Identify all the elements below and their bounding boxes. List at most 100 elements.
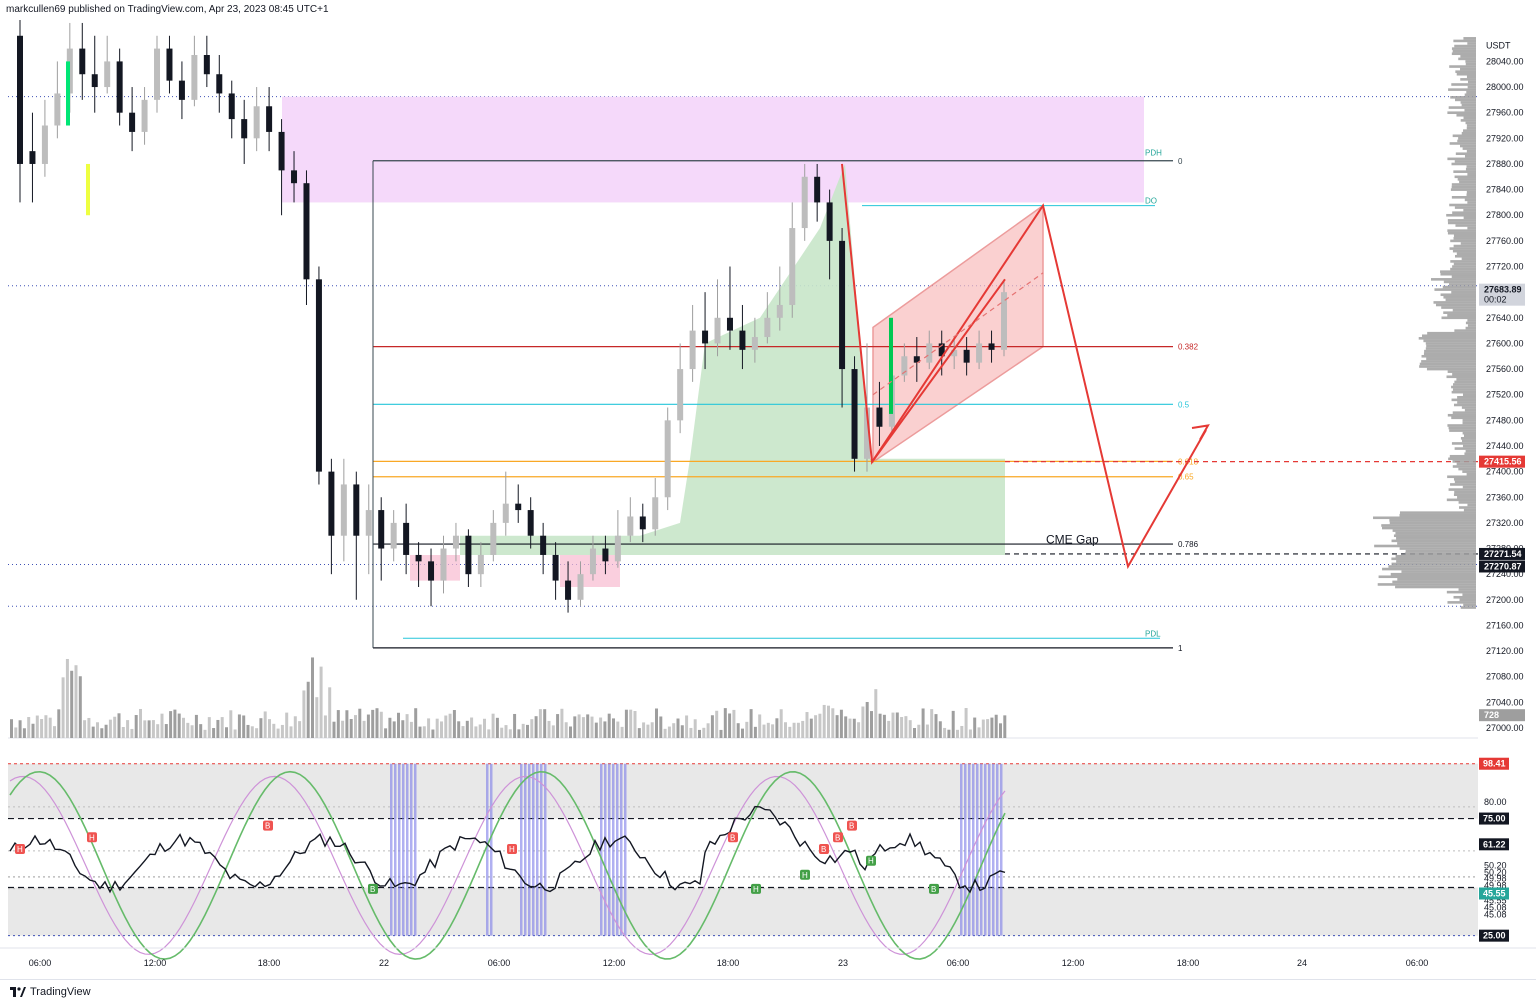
profile-bar: [1457, 395, 1476, 399]
price-axis[interactable]: USDT 28040.00 28000.00 27960.00 27920.00 2788…: [1478, 20, 1536, 978]
candle-body: [901, 356, 908, 376]
volume-bar: [483, 718, 486, 738]
currency-label: USDT: [1486, 40, 1511, 50]
profile-bar: [1405, 549, 1476, 553]
profile-bar: [1466, 90, 1476, 94]
candle: [365, 484, 372, 575]
volume-bar: [930, 709, 934, 738]
profile-bar: [1462, 431, 1476, 435]
candle-body: [913, 356, 920, 363]
profile-bar: [1451, 390, 1476, 394]
price-tick: 27920.00: [1486, 133, 1524, 143]
volume-bar: [698, 729, 701, 738]
volume-bar: [753, 726, 757, 738]
price-tick: 27480.00: [1486, 415, 1524, 425]
volume-bar: [956, 729, 959, 738]
candle: [814, 163, 821, 222]
profile-bar: [1460, 437, 1476, 440]
profile-bar: [1433, 301, 1476, 304]
volume-bar: [452, 710, 456, 738]
price-tick: 27840.00: [1486, 185, 1524, 195]
volume-bar: [538, 709, 542, 738]
signal-line: [9, 775, 1006, 955]
profile-bar: [1381, 524, 1476, 527]
brand-name: TradingView: [30, 986, 91, 998]
profile-bar: [1391, 539, 1476, 543]
signal-column: [620, 763, 623, 936]
osc-tick: 50.20: [1484, 867, 1507, 877]
volume-bar: [560, 708, 564, 738]
signal-column: [410, 763, 413, 936]
profile-bar: [1465, 62, 1476, 66]
price-tag-sub: 00:02: [1484, 295, 1507, 305]
candles[interactable]: [17, 20, 1007, 613]
profile-bar: [1450, 188, 1476, 191]
profile-bar: [1455, 152, 1476, 156]
volume-bar: [629, 709, 633, 738]
volume-bar: [70, 670, 74, 738]
candle: [714, 279, 721, 357]
volume-bar: [474, 726, 478, 738]
candle: [266, 87, 273, 152]
profile-bar: [1456, 462, 1476, 466]
profile-bar: [1465, 326, 1476, 330]
time-tick: 12:00: [1062, 958, 1085, 968]
candle: [116, 48, 123, 126]
candle-body: [639, 516, 646, 530]
volume-bar: [723, 708, 727, 738]
volume-bar: [741, 728, 744, 738]
candle: [41, 99, 48, 177]
profile-bar: [1451, 83, 1476, 86]
osc-tag: [1479, 757, 1509, 770]
candle: [203, 35, 210, 88]
time-axis[interactable]: 06:00 12:00 18:00 22 06:00 12:00 18:00 23 06:00 1…: [0, 947, 1536, 968]
candle: [91, 35, 98, 113]
volume-bar: [865, 701, 869, 738]
volume-bar: [358, 708, 362, 738]
candle-body: [602, 548, 609, 562]
price-tick: 27080.00: [1486, 672, 1524, 682]
candle-body: [589, 548, 596, 575]
volume-bar: [35, 715, 39, 738]
volume-bar: [182, 717, 185, 738]
volume-bar: [177, 713, 181, 738]
volume-bar: [904, 716, 908, 738]
candle: [901, 343, 908, 382]
volume-bar: [117, 713, 121, 738]
candle-body: [726, 317, 733, 331]
profile-bar: [1452, 411, 1476, 414]
candle-body: [241, 119, 248, 139]
profile-bar: [1458, 467, 1476, 471]
volume-bar: [835, 715, 839, 738]
profile-bar: [1460, 78, 1476, 81]
profile-bar: [1460, 119, 1476, 122]
candle-body: [751, 337, 758, 350]
profile-bar: [1377, 583, 1476, 586]
volume-bar: [844, 716, 848, 738]
osc-tick: 80.00: [1484, 797, 1507, 807]
volume-bar: [913, 728, 916, 738]
profile-bar: [1456, 72, 1476, 76]
price-tick: 27520.00: [1486, 390, 1524, 400]
volume-bar: [250, 726, 254, 738]
profile-bar: [1388, 565, 1476, 568]
volume-bar: [878, 713, 882, 738]
tradingview-brand[interactable]: TradingView: [10, 986, 91, 998]
profile-bar: [1399, 511, 1476, 514]
volume-bar: [289, 726, 293, 738]
volume-bar: [779, 709, 783, 738]
price-tick: 27760.00: [1486, 236, 1524, 246]
price-tick: 28040.00: [1486, 56, 1524, 66]
volume-bar: [900, 717, 904, 738]
profile-bar: [1455, 70, 1476, 73]
volume-bar: [83, 720, 87, 738]
candle: [839, 228, 846, 408]
osc-tick: 45.08: [1484, 910, 1507, 920]
candle: [826, 189, 833, 280]
profile-bar: [1426, 344, 1476, 348]
signal-column: [406, 763, 409, 936]
profile-bar: [1463, 508, 1476, 512]
profile-bar: [1451, 196, 1476, 199]
profile-bar: [1451, 275, 1476, 279]
